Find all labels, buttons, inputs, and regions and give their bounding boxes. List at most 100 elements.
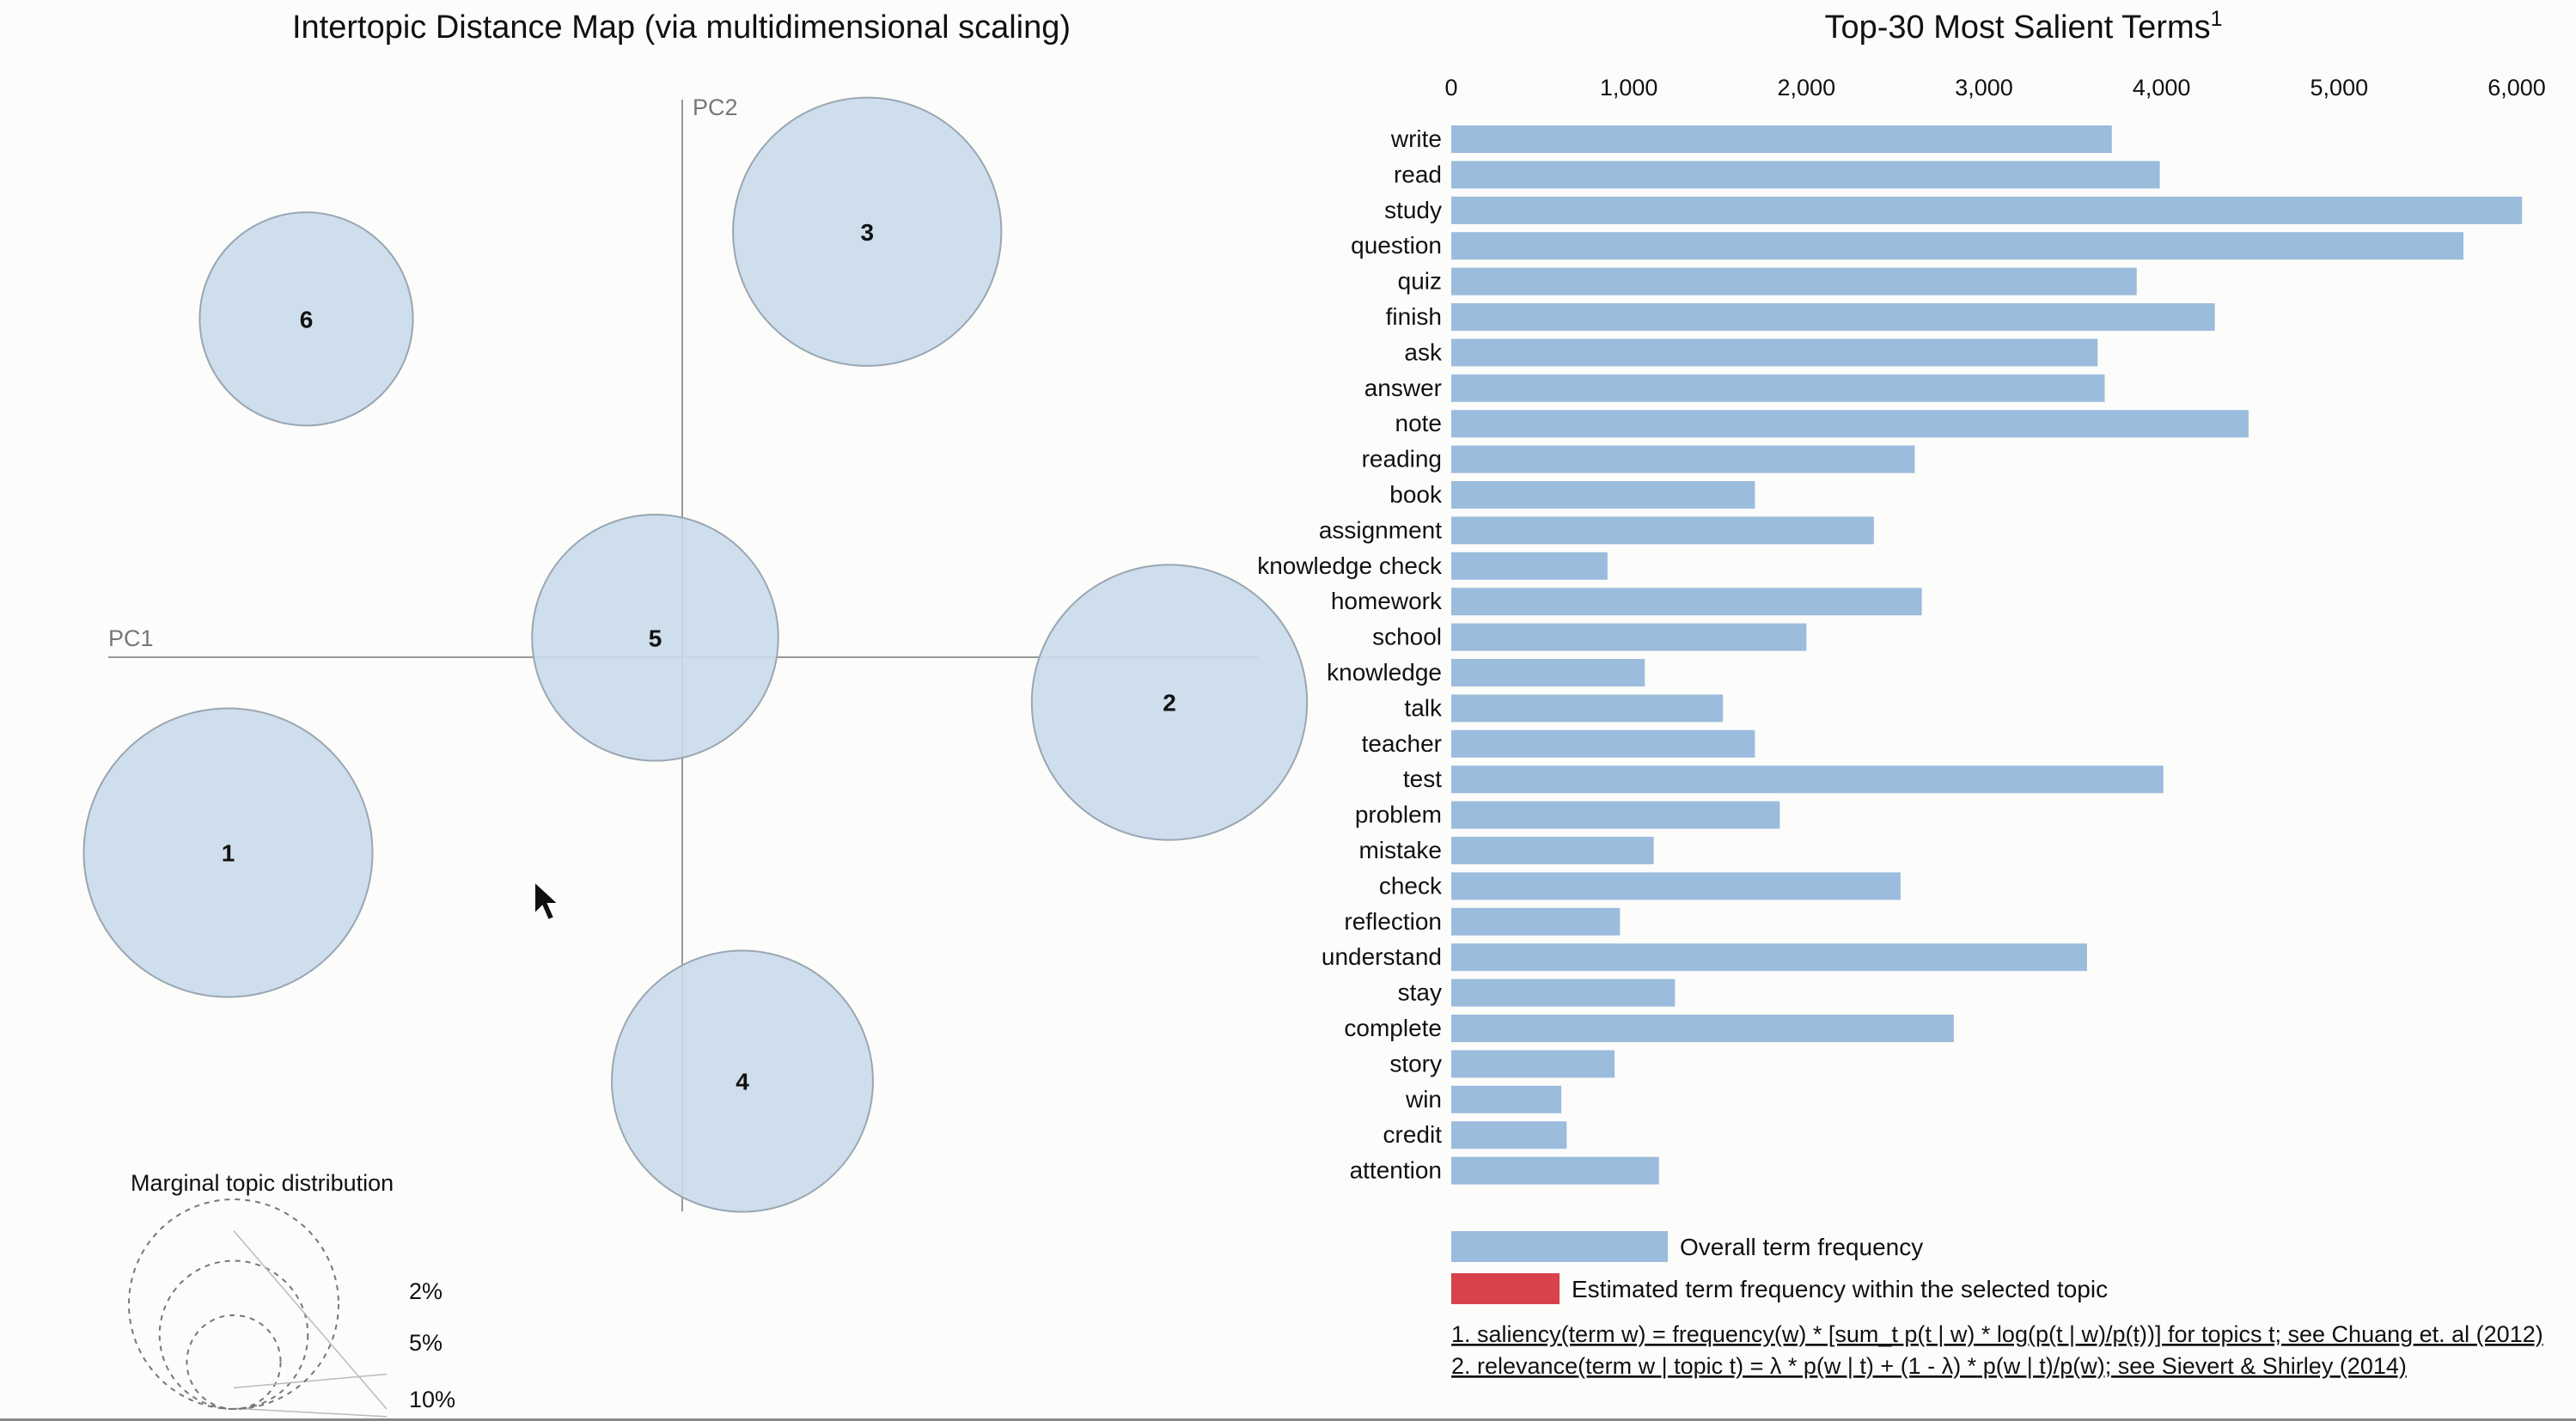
term-bar[interactable] bbox=[1451, 516, 1874, 545]
bar-title: Top-30 Most Salient Terms1 bbox=[1824, 7, 2222, 46]
topic-bubble-label-1: 1 bbox=[222, 840, 235, 867]
pc1-label: PC1 bbox=[108, 625, 154, 651]
term-bar[interactable] bbox=[1451, 1015, 1954, 1042]
term-bar[interactable] bbox=[1451, 1085, 1562, 1113]
term-label[interactable]: teacher bbox=[1362, 730, 1442, 757]
x-tick-label: 5,000 bbox=[2310, 75, 2369, 101]
x-tick-label: 3,000 bbox=[1955, 75, 2013, 101]
term-label[interactable]: assignment bbox=[1319, 516, 1442, 543]
x-tick-label: 2,000 bbox=[1778, 75, 1836, 101]
term-bar[interactable] bbox=[1451, 410, 2249, 438]
term-label[interactable]: write bbox=[1390, 125, 1442, 152]
term-bar[interactable] bbox=[1451, 623, 1807, 651]
term-bar[interactable] bbox=[1451, 907, 1621, 936]
term-bar[interactable] bbox=[1451, 552, 1608, 580]
marginal-label-10: 10% bbox=[409, 1387, 455, 1412]
term-label[interactable]: finish bbox=[1386, 303, 1442, 330]
marginal-label-5: 5% bbox=[409, 1330, 443, 1356]
term-label[interactable]: check bbox=[1379, 872, 1443, 899]
term-bar[interactable] bbox=[1451, 659, 1645, 686]
legend-swatch bbox=[1451, 1231, 1668, 1262]
x-tick-label: 4,000 bbox=[2133, 75, 2191, 101]
marginal-title: Marginal topic distribution bbox=[131, 1170, 394, 1196]
term-label[interactable]: homework bbox=[1331, 588, 1443, 614]
term-label[interactable]: study bbox=[1384, 197, 1442, 223]
topic-bubble-4[interactable] bbox=[611, 949, 874, 1213]
term-label[interactable]: credit bbox=[1383, 1121, 1443, 1148]
term-label[interactable]: mistake bbox=[1359, 837, 1442, 863]
topic-bubble-6[interactable] bbox=[198, 211, 414, 427]
term-bar[interactable] bbox=[1451, 445, 1915, 473]
term-bar[interactable] bbox=[1451, 267, 2137, 296]
term-bar[interactable] bbox=[1451, 729, 1755, 758]
term-bar[interactable] bbox=[1451, 765, 2164, 794]
term-label[interactable]: complete bbox=[1344, 1015, 1442, 1041]
footnotes: 1. saliency(term w) = frequency(w) * [su… bbox=[1451, 1321, 2543, 1379]
marginal-label-2: 2% bbox=[409, 1278, 443, 1304]
term-label[interactable]: read bbox=[1394, 161, 1442, 187]
bar-title-footnote-marker: 1 bbox=[2211, 7, 2223, 31]
term-bars: write read study question quiz finish ask answe… bbox=[1257, 125, 2523, 1185]
bar-legend: Overall term frequency Estimated term fre… bbox=[1451, 1231, 2108, 1304]
mouse-cursor-icon bbox=[534, 879, 561, 922]
term-bar[interactable] bbox=[1451, 837, 1654, 864]
term-label[interactable]: test bbox=[1403, 765, 1442, 792]
term-bar[interactable] bbox=[1451, 1121, 1567, 1150]
term-label[interactable]: quiz bbox=[1398, 268, 1442, 295]
term-bar[interactable] bbox=[1451, 161, 2160, 189]
term-bar[interactable] bbox=[1451, 196, 2523, 224]
term-label[interactable]: answer bbox=[1364, 375, 1442, 401]
topic-bubble-3[interactable] bbox=[732, 96, 1003, 367]
term-bar[interactable] bbox=[1451, 338, 2098, 367]
marginal-guide-10 bbox=[233, 1230, 388, 1410]
term-label[interactable]: book bbox=[1389, 481, 1443, 508]
term-label[interactable]: win bbox=[1405, 1086, 1442, 1113]
topic-bubble-1[interactable] bbox=[82, 707, 374, 998]
term-bar[interactable] bbox=[1451, 374, 2105, 402]
legend-label: Estimated term frequency within the sele… bbox=[1572, 1276, 2108, 1302]
term-label[interactable]: question bbox=[1351, 232, 1442, 259]
term-bar[interactable] bbox=[1451, 481, 1755, 509]
term-label[interactable]: note bbox=[1395, 410, 1443, 436]
pc2-label: PC2 bbox=[693, 95, 738, 120]
salient-terms-chart: Top-30 Most Salient Terms1 0 1,000 2,000 3,… bbox=[1257, 7, 2546, 1379]
footnote-1: 1. saliency(term w) = frequency(w) * [su… bbox=[1451, 1321, 2543, 1347]
term-bar[interactable] bbox=[1451, 1050, 1615, 1078]
bar-x-axis-ticks: 0 1,000 2,000 3,000 4,000 5,000 6,000 bbox=[1444, 75, 2545, 101]
term-bar[interactable] bbox=[1451, 1156, 1659, 1185]
bottom-border bbox=[0, 1418, 2576, 1421]
term-label[interactable]: story bbox=[1389, 1050, 1442, 1076]
legend-swatch bbox=[1451, 1273, 1560, 1304]
term-label[interactable]: attention bbox=[1350, 1157, 1442, 1184]
term-label[interactable]: problem bbox=[1355, 802, 1442, 828]
marginal-circle-2 bbox=[186, 1314, 282, 1410]
term-label[interactable]: ask bbox=[1404, 338, 1443, 365]
legend-label: Overall term frequency bbox=[1680, 1234, 1923, 1260]
term-bar[interactable] bbox=[1451, 694, 1724, 723]
term-label[interactable]: reflection bbox=[1344, 908, 1442, 935]
marginal-circle-10 bbox=[128, 1198, 339, 1410]
term-bar[interactable] bbox=[1451, 588, 1922, 616]
topic-bubble-5[interactable] bbox=[531, 513, 779, 762]
term-label[interactable]: understand bbox=[1322, 943, 1442, 970]
term-label[interactable]: school bbox=[1372, 624, 1442, 650]
x-tick-label: 1,000 bbox=[1600, 75, 1658, 101]
term-label[interactable]: reading bbox=[1362, 446, 1442, 473]
topic-bubble-2[interactable] bbox=[1030, 564, 1309, 841]
footnote-2: 2. relevance(term w | topic t) = λ * p(w… bbox=[1451, 1353, 2407, 1379]
term-bar[interactable] bbox=[1451, 872, 1901, 900]
marginal-topic-distribution: Marginal topic distribution 2% 5% 10% bbox=[128, 1170, 455, 1418]
topic-bubble-label-3: 3 bbox=[860, 219, 874, 246]
topic-bubbles: 1 2 3 4 5 6 bbox=[82, 96, 1309, 1213]
term-label[interactable]: knowledge bbox=[1327, 659, 1442, 686]
term-bar[interactable] bbox=[1451, 801, 1780, 829]
term-bar[interactable] bbox=[1451, 303, 2215, 331]
term-label[interactable]: stay bbox=[1398, 979, 1442, 1006]
term-bar[interactable] bbox=[1451, 125, 2112, 153]
term-label[interactable]: talk bbox=[1404, 694, 1443, 721]
term-bar[interactable] bbox=[1451, 232, 2463, 260]
term-label[interactable]: knowledge check bbox=[1257, 552, 1443, 579]
term-bar[interactable] bbox=[1451, 943, 2087, 972]
term-bar[interactable] bbox=[1451, 979, 1676, 1007]
